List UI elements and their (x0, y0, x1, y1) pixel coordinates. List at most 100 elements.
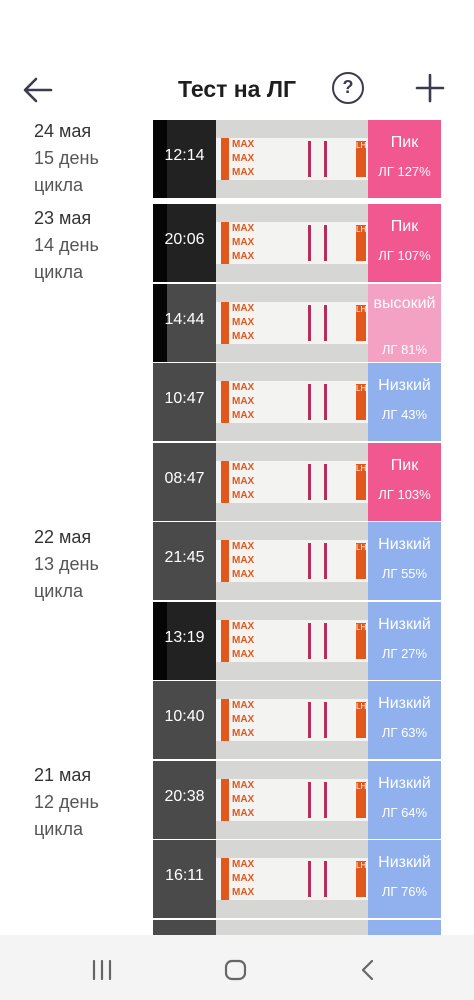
system-nav-bar (0, 935, 474, 1000)
back-button[interactable] (18, 72, 58, 108)
home-button[interactable] (216, 955, 256, 985)
question-icon: ? (342, 77, 354, 97)
lh-percent: ЛГ 107% (378, 248, 431, 263)
photo-shade (153, 840, 216, 918)
test-photo: 14:44 MAX MAX MAX LH (153, 284, 368, 362)
photo-edge (153, 602, 167, 680)
lh-level-badge: Пик ЛГ 127% (368, 120, 441, 198)
photo-edge (153, 120, 167, 198)
lh-percent: ЛГ 64% (381, 805, 428, 820)
recent-apps-icon (92, 959, 112, 981)
test-strip: MAX MAX MAX LH (216, 381, 368, 423)
home-icon (224, 959, 247, 981)
day-label: 24 мая 15 день цикла (34, 120, 144, 199)
test-row[interactable]: 10:47 MAX MAX MAX LH Низкий ЛГ 43% (153, 363, 441, 441)
strip-arrows (221, 858, 229, 900)
test-time: 16:11 (165, 867, 204, 884)
test-photo: 13:19 MAX MAX MAX LH (153, 602, 368, 680)
lh-level-badge: Низкий ЛГ 63% (368, 681, 441, 759)
arrow-left-icon (23, 77, 53, 103)
test-strip: MAX MAX MAX LH (216, 858, 368, 900)
control-line (324, 543, 327, 579)
lh-level-badge: высокий ЛГ 81% (368, 284, 441, 362)
photo-shade (153, 920, 216, 935)
test-line (308, 623, 311, 659)
lh-percent: ЛГ 76% (381, 884, 428, 899)
strip-lh-label: LH (356, 702, 366, 738)
test-row[interactable]: 20:38 MAX MAX MAX LH Низкий ЛГ 64% (153, 761, 441, 839)
photo-shade (153, 363, 216, 441)
lh-level: Пик (390, 218, 419, 235)
help-button[interactable]: ? (332, 72, 364, 104)
strip-max-label: MAX MAX MAX (232, 621, 255, 660)
lh-percent: ЛГ 127% (378, 164, 431, 179)
test-photo: 21:45 MAX MAX MAX LH (153, 522, 368, 600)
strip-arrows (221, 381, 229, 423)
test-time: 08:47 (164, 470, 205, 487)
test-strip: MAX MAX MAX LH (216, 302, 368, 344)
day-date: 23 мая (34, 208, 92, 228)
test-strip: MAX MAX MAX LH (216, 540, 368, 582)
control-line (324, 861, 327, 897)
day-label: 23 мая 14 день цикла (34, 205, 144, 286)
control-line (324, 225, 327, 261)
test-line (308, 141, 311, 177)
test-row[interactable]: 08:47 MAX MAX MAX LH Пик ЛГ 103% (153, 443, 441, 521)
lh-level: Пик (390, 134, 419, 151)
strip-arrows (221, 461, 229, 503)
test-row[interactable]: 13:19 MAX MAX MAX LH Низкий ЛГ 27% (153, 602, 441, 680)
control-line (324, 702, 327, 738)
photo-edge (153, 204, 167, 282)
lh-level-badge (368, 920, 441, 935)
control-line (324, 464, 327, 500)
test-time: 13:19 (164, 629, 205, 646)
test-row[interactable]: 12:14 MAX MAX MAX LH Пик ЛГ 127% (153, 120, 441, 198)
strip-max-label: MAX MAX MAX (232, 139, 255, 178)
cycle-day: 12 день цикла (34, 792, 99, 839)
lh-level: высокий (373, 295, 436, 312)
control-line (324, 384, 327, 420)
test-line (308, 225, 311, 261)
plus-icon (415, 73, 445, 103)
recent-apps-button[interactable] (82, 955, 122, 985)
cycle-day: 15 день цикла (34, 148, 99, 195)
photo-shade (153, 681, 216, 759)
test-row[interactable]: 16:11 MAX MAX MAX LH Низкий ЛГ 76% (153, 840, 441, 918)
test-strip: MAX MAX MAX LH (216, 779, 368, 821)
test-strip: MAX MAX MAX LH (216, 699, 368, 741)
strip-lh-label: LH (356, 464, 366, 500)
test-photo: 16:11 MAX MAX MAX LH (153, 840, 368, 918)
test-photo: 20:06 MAX MAX MAX LH (153, 204, 368, 282)
strip-arrows (221, 620, 229, 662)
test-line (308, 782, 311, 818)
test-row[interactable]: 21:45 MAX MAX MAX LH Низкий ЛГ 55% (153, 522, 441, 600)
test-photo: 10:40 MAX MAX MAX LH (153, 681, 368, 759)
strip-max-label: MAX MAX MAX (232, 541, 255, 580)
lh-level: Низкий (378, 695, 431, 712)
lh-percent: ЛГ 27% (381, 646, 428, 661)
chevron-left-icon (361, 959, 374, 981)
lh-percent: ЛГ 55% (381, 566, 428, 581)
strip-max-label: MAX MAX MAX (232, 780, 255, 819)
photo-edge (153, 284, 167, 362)
test-strip: MAX MAX MAX LH (216, 222, 368, 264)
control-line (324, 141, 327, 177)
test-row[interactable]: 20:06 MAX MAX MAX LH Пик ЛГ 107% (153, 204, 441, 282)
day-date: 24 мая (34, 121, 92, 141)
test-row[interactable]: 14:44 MAX MAX MAX LH высокий ЛГ 81% (153, 284, 441, 362)
test-photo: 08:47 MAX MAX MAX LH (153, 443, 368, 521)
lh-level: Низкий (378, 775, 431, 792)
strip-arrows (221, 779, 229, 821)
test-line (308, 702, 311, 738)
test-row[interactable]: 10:40 MAX MAX MAX LH Низкий ЛГ 63% (153, 681, 441, 759)
lh-percent: ЛГ 81% (381, 342, 428, 357)
lh-level-badge: Низкий ЛГ 27% (368, 602, 441, 680)
test-row[interactable] (153, 920, 441, 935)
add-test-button[interactable] (412, 70, 448, 106)
strip-lh-label: LH (356, 305, 366, 341)
strip-max-label: MAX MAX MAX (232, 700, 255, 739)
day-date: 21 мая (34, 765, 92, 785)
test-strip: MAX MAX MAX LH (216, 461, 368, 503)
test-list[interactable]: 24 мая 15 день цикла 23 мая 14 день цикл… (0, 120, 474, 935)
system-back-button[interactable] (348, 955, 388, 985)
